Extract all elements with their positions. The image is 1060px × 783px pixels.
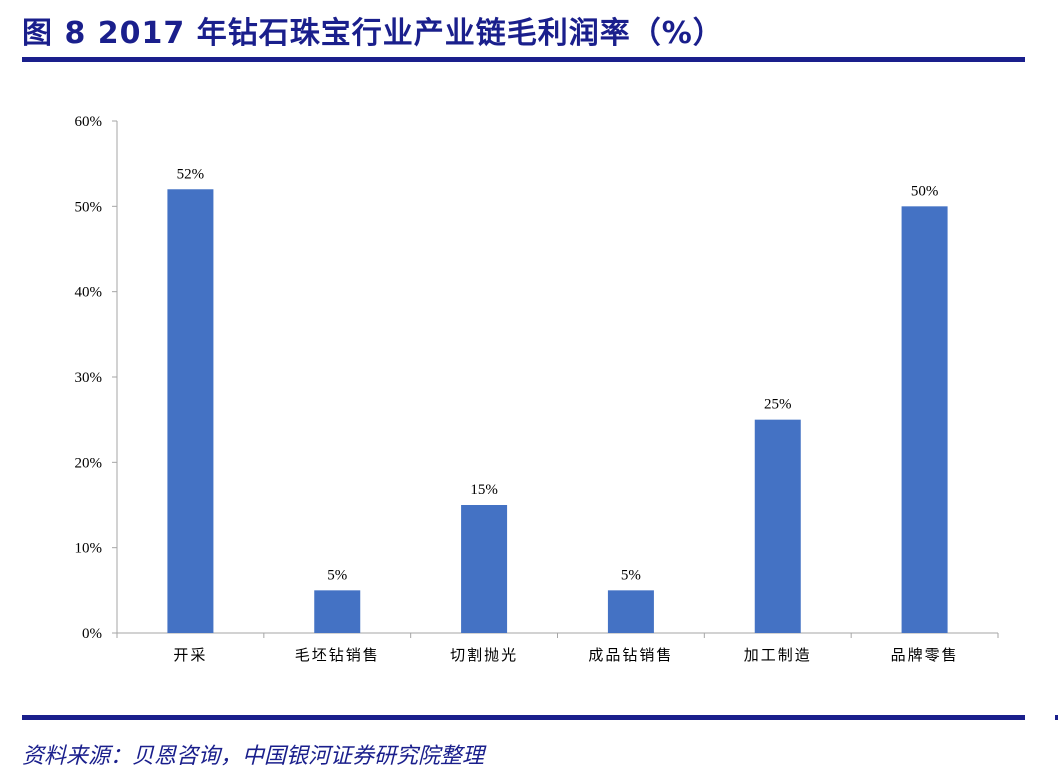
bar-series: [167, 189, 948, 634]
x-category-label: 毛坯钻销售: [295, 646, 380, 664]
y-tick-label: 20%: [75, 455, 103, 471]
y-tick-label: 50%: [75, 199, 103, 215]
y-tick-label: 60%: [75, 114, 103, 130]
bar: [607, 590, 654, 633]
source-note: 资料来源：贝恩咨询，中国银河证券研究院整理: [22, 744, 485, 769]
bar: [901, 206, 948, 634]
bar: [754, 419, 801, 633]
y-tick-label: 0%: [82, 626, 102, 642]
x-axis: 开采 毛坯钻销售 切割抛光 成品钻销售 加工制造 品牌零售: [116, 632, 999, 664]
bar-value-label: 5%: [327, 567, 347, 583]
bar: [167, 189, 214, 633]
bar-chart: 0% 10% 20% 30% 40% 50% 60% 开采 毛坯钻销售 切割抛光 成品钻销售 加工制…: [75, 114, 999, 664]
footer-divider: [22, 715, 1025, 720]
title-divider: [22, 57, 1025, 62]
figure-title: 图 8 2017 年钻石珠宝行业产业链毛利润率（%）: [22, 16, 724, 51]
x-category-label: 切割抛光: [450, 646, 518, 664]
y-tick-label: 10%: [75, 541, 103, 557]
bar-value-label: 52%: [177, 166, 205, 182]
x-category-label: 成品钻销售: [588, 646, 673, 664]
x-category-label: 开采: [173, 646, 207, 664]
bar-value-label: 25%: [764, 397, 792, 413]
x-category-label: 加工制造: [744, 646, 812, 664]
y-tick-label: 40%: [75, 285, 103, 301]
y-tick-label: 30%: [75, 370, 103, 386]
bar-value-label: 5%: [621, 567, 641, 583]
bar-value-label: 15%: [470, 482, 498, 498]
bar: [314, 590, 361, 633]
data-labels: 52% 5% 15% 5% 25% 50%: [177, 166, 939, 583]
bar-value-label: 50%: [911, 183, 939, 199]
x-category-label: 品牌零售: [891, 646, 959, 664]
y-axis: 0% 10% 20% 30% 40% 50% 60%: [75, 114, 118, 642]
footer-divider-end: [1055, 715, 1058, 720]
bar: [461, 505, 508, 633]
